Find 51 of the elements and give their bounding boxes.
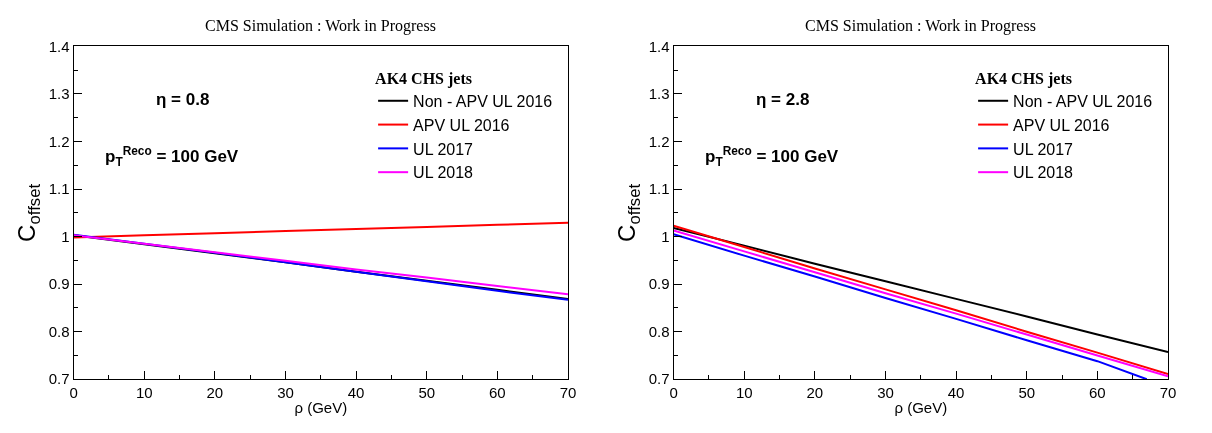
legend-label: UL 2018 (413, 164, 474, 182)
y-tick-label: 1.1 (648, 180, 670, 198)
line-series (73, 221, 568, 239)
x-tick-label: 60 (489, 384, 506, 402)
y-tick-label: 1.4 (48, 37, 70, 55)
x-tick-label: 10 (135, 384, 153, 402)
legend-label: Non - APV UL 2016 (1013, 93, 1153, 111)
legend-title: AK4 CHS jets (975, 69, 1072, 88)
y-tick-label: 1.2 (648, 132, 670, 150)
x-tick-label: 10 (735, 384, 753, 402)
y-tick-label: 1 (661, 227, 670, 245)
x-tick-label: 40 (347, 384, 365, 402)
y-tick-label: 1.4 (648, 37, 670, 55)
legend-label: UL 2018 (1013, 164, 1074, 182)
annotation: η = 0.8 (156, 90, 210, 109)
y-tick-label: 0.7 (48, 370, 70, 388)
legend-title: AK4 CHS jets (375, 69, 472, 88)
x-tick-label: 50 (1018, 384, 1036, 402)
legend-label: APV UL 2016 (413, 116, 510, 134)
x-tick-label: 30 (877, 384, 894, 402)
y-tick-label: 1 (61, 227, 70, 245)
x-tick-label: 20 (806, 384, 824, 402)
chart-title: CMS Simulation : Work in Progress (205, 17, 436, 35)
annotation: p$_{T}$$^{Reco}$ = 100 GeV (705, 144, 839, 169)
legend-label: UL 2017 (413, 140, 474, 158)
y-tick-label: 1.2 (48, 132, 70, 150)
y-tick-label: 0.8 (48, 322, 70, 340)
x-tick-label: 40 (947, 384, 965, 402)
y-tick-label: 1.1 (48, 180, 70, 198)
y-tick-label: 0.7 (648, 370, 670, 388)
x-axis-title: ρ (GeV) (294, 399, 348, 417)
x-tick-label: 20 (206, 384, 224, 402)
x-tick-label: 0 (669, 384, 678, 402)
x-axis-title: ρ (GeV) (894, 399, 948, 417)
y-tick-label: 1.3 (48, 85, 70, 103)
y-tick-label: 1.3 (648, 85, 670, 103)
legend-label: APV UL 2016 (1013, 116, 1110, 134)
annotation: η = 2.8 (756, 90, 810, 109)
chart-title: CMS Simulation : Work in Progress (805, 17, 1036, 35)
y-tick-label: 0.9 (648, 275, 670, 293)
x-tick-label: 0 (69, 384, 78, 402)
legend-label: UL 2017 (1013, 140, 1074, 158)
x-tick-label: 70 (559, 384, 577, 402)
annotation: p$_{T}$$^{Reco}$ = 100 GeV (105, 144, 239, 169)
y-tick-label: 0.9 (48, 275, 70, 293)
x-tick-label: 50 (418, 384, 436, 402)
legend-label: Non - APV UL 2016 (413, 93, 553, 111)
x-tick-label: 60 (1089, 384, 1106, 402)
y-tick-label: 0.8 (648, 322, 670, 340)
x-tick-label: 70 (1159, 384, 1177, 402)
x-tick-label: 30 (277, 384, 294, 402)
